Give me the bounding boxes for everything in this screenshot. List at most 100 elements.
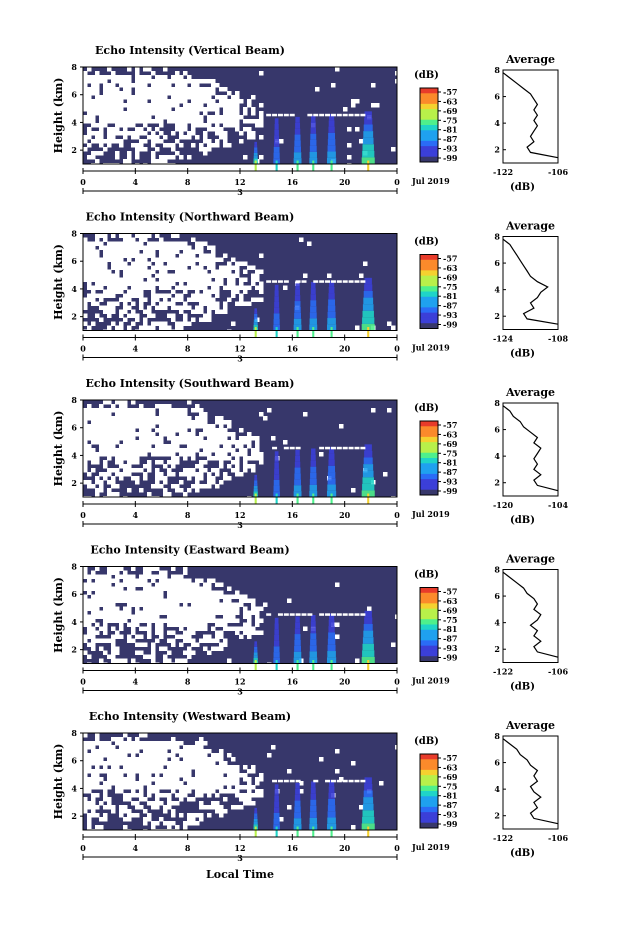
missing-data-cell xyxy=(115,785,120,790)
missing-data-cell xyxy=(199,277,204,282)
missing-data-cell xyxy=(127,460,132,465)
missing-data-cell xyxy=(91,614,96,619)
missing-data-cell xyxy=(159,817,164,822)
missing-data-cell xyxy=(123,127,128,132)
missing-data-cell xyxy=(183,594,188,599)
missing-data-cell xyxy=(207,317,212,322)
missing-data-cell xyxy=(95,131,100,136)
missing-data-cell xyxy=(211,99,216,104)
missing-data-cell xyxy=(139,777,144,782)
missing-data-cell xyxy=(91,297,96,302)
bright-band-segment xyxy=(330,779,336,783)
missing-data-cell xyxy=(231,277,236,282)
missing-data-cell xyxy=(203,301,208,306)
echo-column-core xyxy=(254,493,257,504)
missing-data-cell xyxy=(183,578,188,583)
missing-data-cell xyxy=(99,233,104,238)
missing-data-cell xyxy=(111,444,116,449)
missing-data-cell xyxy=(179,606,184,611)
missing-data-cell xyxy=(187,797,192,802)
missing-data-cell xyxy=(103,400,108,405)
missing-data-cell xyxy=(203,765,208,770)
missing-data-cell xyxy=(131,618,136,623)
colorbar-band xyxy=(420,436,438,443)
missing-data-cell xyxy=(159,87,164,92)
colorbar-unit: (dB) xyxy=(414,403,439,414)
missing-data-cell xyxy=(191,745,196,750)
bright-band-segment xyxy=(277,113,283,117)
missing-data-cell xyxy=(123,123,128,128)
colorbar-band xyxy=(420,119,438,126)
missing-data-cell xyxy=(175,265,180,270)
missing-data-cell xyxy=(195,642,200,647)
missing-data-cell xyxy=(123,277,128,282)
missing-data-cell xyxy=(87,119,92,124)
missing-data-cell xyxy=(239,428,244,433)
missing-data-cell xyxy=(111,261,116,266)
echo-column-core xyxy=(312,826,315,837)
missing-data-cell xyxy=(279,139,284,144)
missing-data-cell xyxy=(151,253,156,258)
missing-data-cell xyxy=(127,634,132,639)
missing-data-cell xyxy=(199,769,204,774)
missing-data-cell xyxy=(171,448,176,453)
missing-data-cell xyxy=(99,131,104,136)
missing-data-cell xyxy=(103,448,108,453)
missing-data-cell xyxy=(143,472,148,477)
missing-data-cell xyxy=(235,626,240,631)
missing-data-cell xyxy=(163,480,168,485)
missing-data-cell xyxy=(119,634,124,639)
missing-data-cell xyxy=(135,456,140,461)
colorbar-band xyxy=(420,769,438,776)
x-tick-label: 4 xyxy=(133,677,139,687)
colorbar-tick-label: -99 xyxy=(443,486,458,496)
missing-data-cell xyxy=(183,630,188,635)
missing-data-cell xyxy=(91,456,96,461)
missing-data-cell xyxy=(199,107,204,112)
missing-data-cell xyxy=(199,618,204,623)
colorbar-band xyxy=(420,629,438,636)
missing-data-cell xyxy=(187,297,192,302)
missing-data-cell xyxy=(107,452,112,457)
missing-data-cell xyxy=(127,313,132,318)
missing-data-cell xyxy=(195,578,200,583)
missing-data-cell xyxy=(127,793,132,798)
missing-data-cell xyxy=(243,440,248,445)
missing-data-cell xyxy=(91,460,96,465)
missing-data-cell xyxy=(107,749,112,754)
missing-data-cell xyxy=(199,432,204,437)
missing-data-cell xyxy=(131,99,136,104)
missing-data-cell xyxy=(91,769,96,774)
missing-data-cell xyxy=(179,245,184,250)
average-title: Average xyxy=(505,220,555,233)
missing-data-cell xyxy=(111,91,116,96)
missing-data-cell xyxy=(123,301,128,306)
missing-data-cell xyxy=(223,139,228,144)
missing-data-cell xyxy=(83,781,88,786)
missing-data-cell xyxy=(83,594,88,599)
missing-data-cell xyxy=(83,753,88,758)
missing-data-cell xyxy=(215,440,220,445)
missing-data-cell xyxy=(183,472,188,477)
missing-data-cell xyxy=(203,773,208,778)
missing-data-cell xyxy=(207,424,212,429)
missing-data-cell xyxy=(147,793,152,798)
missing-data-cell xyxy=(123,781,128,786)
missing-data-cell xyxy=(123,404,128,409)
missing-data-cell xyxy=(203,484,208,489)
missing-data-cell xyxy=(199,297,204,302)
missing-data-cell xyxy=(239,131,244,136)
missing-data-cell xyxy=(115,618,120,623)
heatmap-frame xyxy=(82,399,398,498)
missing-data-cell xyxy=(191,622,196,627)
missing-data-cell xyxy=(179,257,184,262)
echo-column-segment xyxy=(254,147,258,151)
missing-data-cell xyxy=(327,273,332,278)
missing-data-cell xyxy=(127,813,132,818)
missing-data-cell xyxy=(119,444,124,449)
missing-data-cell xyxy=(111,135,116,140)
missing-data-cell xyxy=(227,277,232,282)
missing-data-cell xyxy=(227,781,232,786)
missing-data-cell xyxy=(179,83,184,88)
average-y-tick-label: 6 xyxy=(494,758,500,768)
